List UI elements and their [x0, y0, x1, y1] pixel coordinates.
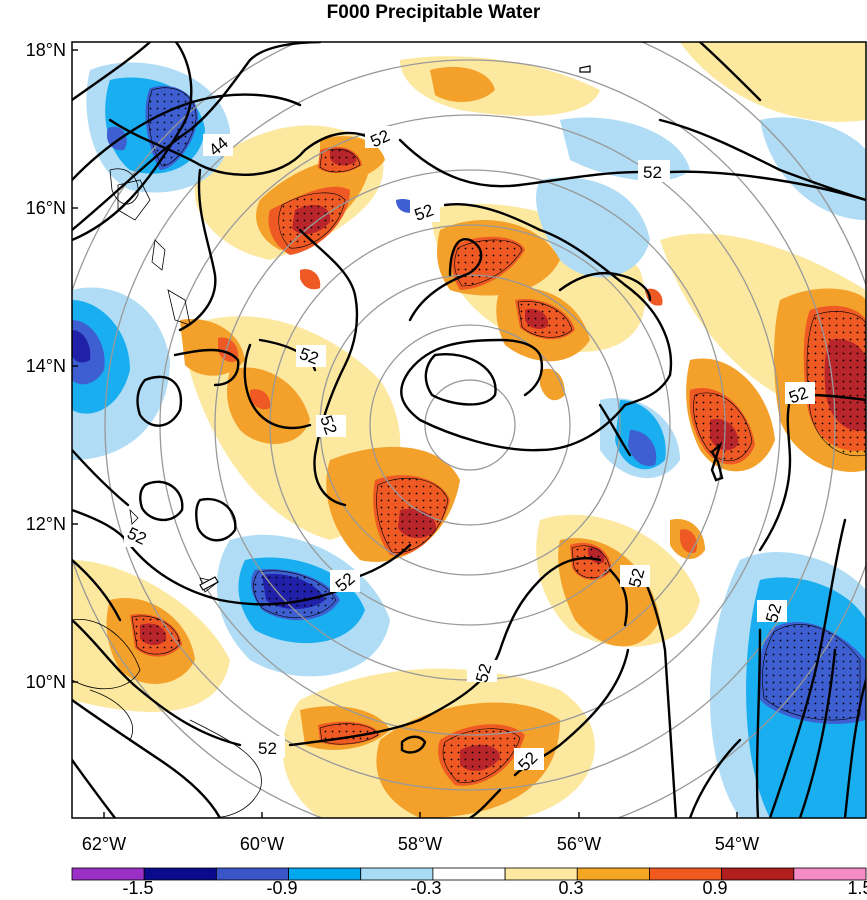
contour-label-52: 52: [472, 662, 495, 685]
map-title: F000 Precipitable Water: [326, 2, 541, 23]
colorbar-segment: [793, 867, 867, 881]
colorbar-label-0.3: 0.3: [558, 878, 584, 898]
colorbar-label-neg1.5: -1.5: [122, 878, 154, 898]
contour-label-52: 52: [625, 566, 648, 589]
map-field: 44 52 52 52 52 52 52 52 52 52 52 52 52: [72, 42, 866, 818]
colorbar-label-neg0.9: -0.9: [266, 878, 298, 898]
lat-label-16n: 16°N: [25, 198, 66, 218]
colorbar-label-neg0.3: -0.3: [410, 878, 442, 898]
contour-label-52: 52: [762, 602, 785, 625]
colorbar-label-0.9: 0.9: [702, 878, 728, 898]
pw-contours: [72, 42, 866, 818]
small-outline-marks: [199, 65, 591, 591]
lat-label-10n: 10°N: [25, 672, 66, 692]
contour-labels: 44 52 52 52 52 52 52 52 52 52 52 52 52: [124, 126, 815, 775]
lon-label-58w: 58°W: [397, 834, 443, 854]
coastline-outlines: [72, 168, 262, 818]
lat-label-18n: 18°N: [25, 40, 66, 60]
axis-ticks: [72, 49, 738, 818]
colorbar: [71, 867, 867, 881]
lon-label-60w: 60°W: [239, 834, 285, 854]
contour-label-52: 52: [643, 163, 662, 182]
map-frame: [71, 41, 867, 819]
lon-label-62w: 62°W: [81, 834, 127, 854]
lat-label-14n: 14°N: [25, 356, 66, 376]
lat-label-12n: 12°N: [25, 514, 66, 534]
colorbar-label-1.5: 1.5: [847, 878, 867, 898]
contour-label-52: 52: [258, 739, 277, 758]
lon-label-56w: 56°W: [556, 834, 602, 854]
lon-label-54w: 54°W: [714, 834, 760, 854]
